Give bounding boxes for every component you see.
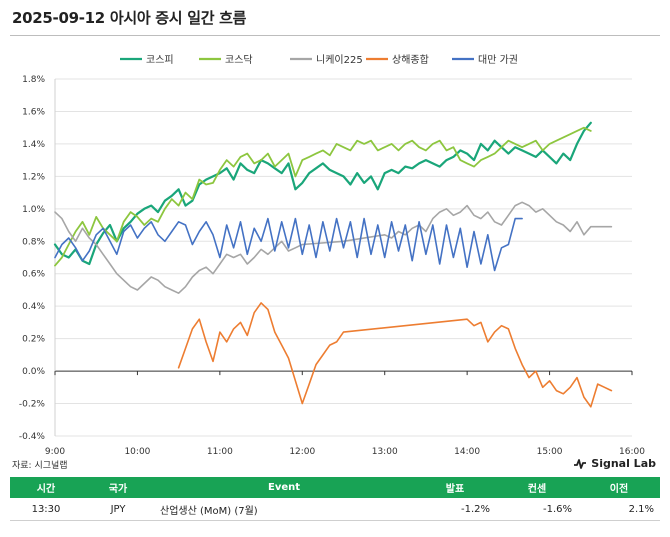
x-axis-tick-labels: 9:00 10:00 11:00 12:00 13:00 14:00 15:00 16:00 (45, 447, 645, 457)
brand-name: Signal Lab (591, 457, 656, 470)
y-tick-label: 1.6% (22, 107, 45, 117)
brand-logo: Signal Lab (573, 457, 656, 470)
series-line-taiwan (54, 217, 523, 272)
legend-label-kosdaq: 코스닥 (225, 54, 253, 66)
signal-wave-icon (574, 458, 587, 469)
y-tick-label: 1.8% (22, 75, 45, 85)
legend-label-nikkei: 니케이225 (316, 54, 363, 66)
cell-previous: 2.1% (578, 498, 660, 521)
y-tick-label: 0.6% (22, 270, 45, 280)
economic-event-table: 시간 국가 Event 발표 컨센 이전 13:30 JPY 산업생산 (MoM… (10, 477, 660, 521)
legend-label-taiwan: 대만 가권 (478, 54, 518, 66)
x-tick-label: 12:00 (289, 447, 315, 457)
x-tick-label: 15:00 (537, 447, 563, 457)
asia-indices-line-chart: 코스피 코스닥 니케이225 상해종합 대만 가권 1.8%1.6%1.4%1.2%1.… (19, 53, 645, 457)
col-header-time: 시간 (10, 477, 82, 498)
cell-country: JPY (82, 498, 154, 521)
source-note: 자료: 시그널랩 (12, 461, 68, 471)
table-row: 13:30 JPY 산업생산 (MoM) (7월) -1.2% -1.6% 2.… (10, 498, 660, 521)
x-tick-label: 11:00 (207, 447, 233, 457)
series-line-nikkei (54, 201, 613, 294)
y-tick-label: 1.2% (22, 172, 45, 182)
x-tick-label: 14:00 (454, 447, 480, 457)
x-tick-label: 16:00 (619, 447, 645, 457)
y-axis-tick-labels: 1.8% 1.6% 1.4% 1.2% 1.0% 0.8% 0.6% 0.4% 0.2% 0.0%… (19, 75, 46, 442)
chart-legend: 코스피 코스닥 니케이225 상해종합 대만 가권 (120, 53, 518, 66)
x-tick-label: 13:00 (372, 447, 398, 457)
y-tick-label: 0.2% (22, 335, 45, 345)
y-tick-label: 0.4% (22, 302, 45, 312)
y-tick-label: -0.2% (19, 400, 46, 410)
legend-label-kospi: 코스피 (146, 54, 174, 66)
y-tick-label: 0.0% (22, 367, 45, 377)
cell-time: 13:30 (10, 498, 82, 521)
cell-event: 산업생산 (MoM) (7월) (154, 498, 414, 521)
table-header-row: 시간 국가 Event 발표 컨센 이전 (10, 477, 660, 498)
col-header-event: Event (154, 477, 414, 498)
cell-consensus: -1.6% (496, 498, 578, 521)
y-tick-label: -0.4% (19, 432, 46, 442)
gridlines (54, 78, 633, 437)
series-line-shanghai (177, 302, 613, 408)
col-header-previous: 이전 (578, 477, 660, 498)
title-divider (10, 35, 660, 36)
x-tick-label: 9:00 (45, 447, 65, 457)
series-lines (53, 121, 613, 408)
series-line-kosdaq (54, 126, 592, 267)
y-tick-label: 1.0% (22, 205, 45, 215)
col-header-consensus: 컨센 (496, 477, 578, 498)
page-title: 2025-09-12 아시아 증시 일간 흐름 (12, 9, 247, 27)
col-header-actual: 발표 (414, 477, 496, 498)
col-header-country: 국가 (82, 477, 154, 498)
y-tick-label: 1.4% (22, 140, 45, 150)
x-tick-label: 10:00 (124, 447, 150, 457)
legend-label-shanghai: 상해종합 (392, 53, 429, 66)
cell-actual: -1.2% (414, 498, 496, 521)
y-tick-label: 0.8% (22, 237, 45, 247)
